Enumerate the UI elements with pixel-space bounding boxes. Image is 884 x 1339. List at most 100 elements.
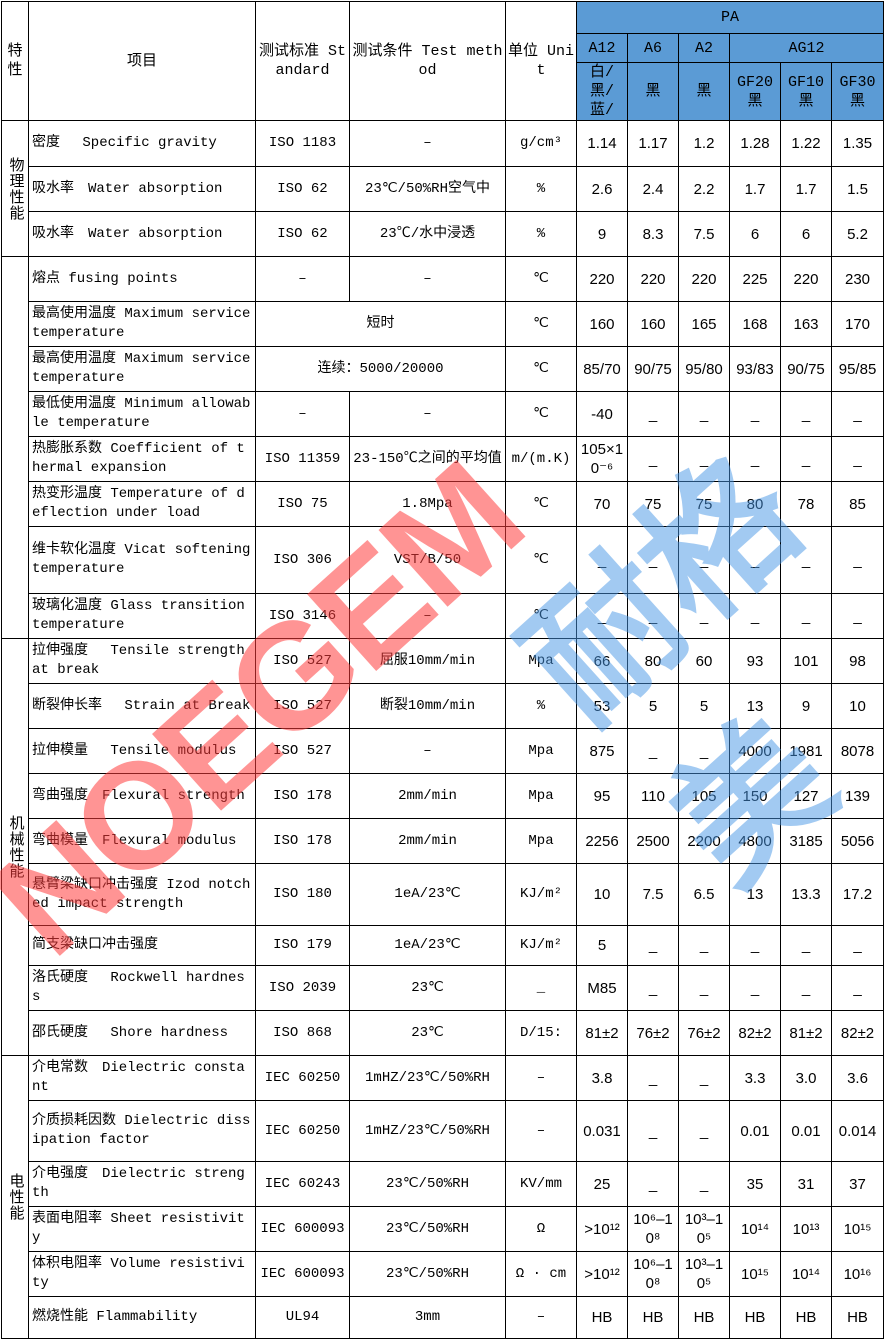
value-cell: 17.2: [830, 863, 884, 926]
value-cell: _: [678, 391, 730, 437]
table-row: 悬臂梁缺口冲击强度 Izod notched impact strength IS…: [2, 863, 884, 926]
value-cell: _: [627, 593, 679, 639]
value-cell: HB: [627, 1296, 679, 1339]
value-cell: 13: [729, 683, 781, 729]
value-cell: 13: [729, 863, 781, 926]
test-condition: 短时: [255, 301, 506, 347]
header-item: 项目: [28, 1, 256, 121]
value-cell: 9: [576, 211, 628, 257]
value-cell: 7.5: [678, 211, 730, 257]
table-row: 电性能 介电常数 Dielectric constant IEC 60250 1mHZ…: [1, 1055, 884, 1339]
value-cell: 10¹⁵: [830, 1206, 884, 1252]
value-cell: 3185: [780, 818, 832, 864]
value-cell: 5: [627, 683, 679, 729]
unit: Mpa: [505, 728, 577, 774]
value-cell: 3.0: [780, 1055, 832, 1101]
test-standard: ISO 3146: [255, 593, 350, 639]
table-row: 介质损耗因数 Dielectric dissipation factor IEC …: [2, 1100, 884, 1162]
value-cell: 101: [780, 638, 832, 684]
value-cell: 4800: [729, 818, 781, 864]
value-cell: 93: [729, 638, 781, 684]
value-cell: 127: [780, 773, 832, 819]
property-name: 邵氏硬度 Shore hardness: [28, 1010, 256, 1056]
value-cell: 6: [780, 211, 832, 257]
value-cell: _: [627, 728, 679, 774]
test-standard: ISO 527: [255, 638, 350, 684]
value-cell: _: [627, 1161, 679, 1207]
test-standard: ISO 1183: [255, 120, 350, 167]
test-condition: 23℃/50%RH: [349, 1206, 506, 1252]
table-row: 燃烧性能 Flammability UL94 3mm – HB HB HB HB HB HB: [2, 1296, 884, 1339]
value-cell: 0.014: [830, 1100, 884, 1162]
test-standard: ISO 11359: [255, 436, 350, 482]
value-cell: 81±2: [780, 1010, 832, 1056]
value-cell: 81±2: [576, 1010, 628, 1056]
value-cell: _: [678, 925, 730, 966]
unit: g/cm³: [505, 120, 577, 167]
value-cell: 1.22: [780, 120, 832, 167]
value-cell: HB: [780, 1296, 832, 1339]
value-cell: 1.35: [830, 120, 884, 167]
header-feature: 特性: [1, 1, 29, 121]
header-unit: 单位 Unit: [505, 1, 577, 121]
table-row: 最高使用温度 Maximum service temperature 短时 ℃ 160…: [2, 301, 884, 347]
unit: ℃: [505, 593, 577, 639]
test-condition: 1mHZ/23℃/50%RH: [349, 1100, 506, 1162]
table-row: 体积电阻率 Volume resistivity IEC 600093 23℃/50…: [2, 1251, 884, 1297]
value-cell: 110: [627, 773, 679, 819]
test-standard: ISO 178: [255, 818, 350, 864]
property-name: 简支梁缺口冲击强度: [28, 925, 256, 966]
unit: KV/mm: [505, 1161, 577, 1207]
value-cell: _: [830, 436, 884, 482]
value-cell: 1.28: [729, 120, 781, 167]
value-cell: _: [780, 526, 832, 594]
value-cell: 80: [729, 481, 781, 527]
value-cell: _: [780, 925, 832, 966]
property-name: 介电常数 Dielectric constant: [28, 1055, 256, 1101]
table-row: 物理性能 密度 Specific gravity ISO 1183– g/cm³ 1.1…: [1, 120, 884, 257]
value-cell: _: [576, 593, 628, 639]
value-cell: 31: [780, 1161, 832, 1207]
value-cell: 1.7: [780, 166, 832, 212]
value-cell: 82±2: [729, 1010, 781, 1056]
value-cell: _: [830, 593, 884, 639]
value-cell: _: [678, 965, 730, 1011]
value-cell: 90/75: [627, 346, 679, 392]
value-cell: >10¹²: [576, 1251, 628, 1297]
header-method: 测试条件 Test method: [349, 1, 506, 121]
value-cell: _: [729, 391, 781, 437]
unit: m/(m.K): [505, 436, 577, 482]
value-cell: 170: [830, 301, 884, 347]
test-condition: 1.8Mpa: [349, 481, 506, 527]
value-cell: _: [678, 728, 730, 774]
value-cell: _: [627, 526, 679, 594]
property-name: 拉伸强度 Tensile strengthat break: [28, 638, 256, 684]
group-label: [1, 256, 29, 639]
value-cell: 10³–10⁵: [678, 1206, 730, 1252]
value-cell: _: [729, 436, 781, 482]
value-cell: 0.01: [780, 1100, 832, 1162]
value-cell: _: [678, 593, 730, 639]
value-cell: 2.2: [678, 166, 730, 212]
value-cell: _: [780, 965, 832, 1011]
value-cell: 75: [678, 481, 730, 527]
value-cell: 220: [780, 256, 832, 302]
header-variant: 白/黑/蓝/: [576, 62, 628, 121]
test-condition: –: [349, 728, 506, 774]
value-cell: 1.5: [830, 166, 884, 212]
property-name: 介电强度 Dielectric strength: [28, 1161, 256, 1207]
value-cell: 10¹⁴: [729, 1206, 781, 1252]
test-standard: ISO 2039: [255, 965, 350, 1011]
value-cell: HB: [729, 1296, 781, 1339]
value-cell: 105: [678, 773, 730, 819]
value-cell: _: [780, 593, 832, 639]
header-grade: AG12: [728, 33, 884, 63]
value-cell: 168: [729, 301, 781, 347]
test-condition: 2mm/min: [349, 773, 506, 819]
unit: %: [505, 683, 577, 729]
value-cell: 3.8: [576, 1055, 628, 1101]
unit: ℃: [505, 526, 577, 594]
value-cell: HB: [830, 1296, 884, 1339]
test-standard: ISO 180: [255, 863, 350, 926]
